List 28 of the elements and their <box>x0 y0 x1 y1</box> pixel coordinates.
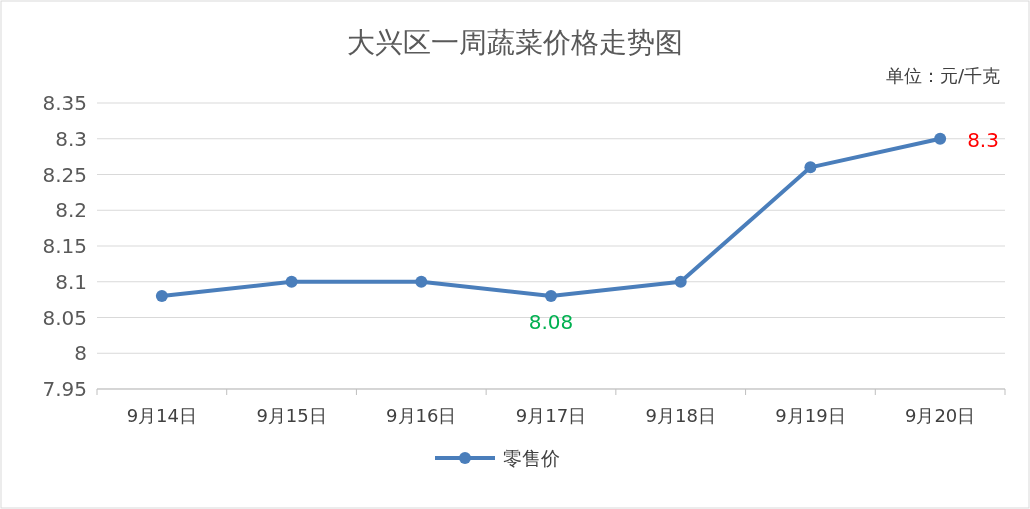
y-tick-label: 8.2 <box>55 198 87 223</box>
x-tick-label: 9月19日 <box>775 405 846 426</box>
y-tick-label: 8.25 <box>42 162 87 187</box>
y-tick-label: 8.05 <box>42 305 87 330</box>
x-tick-label: 9月16日 <box>386 405 457 426</box>
chart-subtitle: 单位：元/千克 <box>885 65 1000 86</box>
point <box>155 290 168 303</box>
legend-label: 零售价 <box>503 447 560 469</box>
x-tick-label: 9月14日 <box>126 405 198 426</box>
point <box>934 132 947 145</box>
y-tick-label: 8.1 <box>55 269 87 294</box>
y-tick-label: 8.15 <box>42 234 87 258</box>
data-label: 8.3 <box>967 127 999 152</box>
x-tick-label: 9月17日 <box>515 405 587 426</box>
data-label: 8.08 <box>528 310 574 335</box>
x-tick-label: 9月20日 <box>904 405 976 426</box>
y-tick-label: 8.3 <box>55 126 87 151</box>
point <box>415 275 428 288</box>
y-tick-label: 7.95 <box>42 377 87 401</box>
point <box>804 161 817 174</box>
point <box>285 275 298 288</box>
x-tick-label: 9月18日 <box>645 405 716 426</box>
x-tick-label: 9月15日 <box>256 405 327 426</box>
y-tick-label: 8.35 <box>42 91 87 115</box>
point <box>674 275 687 288</box>
chart-title: 大兴区一周蔬菜价格走势图 <box>347 26 683 59</box>
point <box>545 290 557 303</box>
y-tick-label: 8 <box>74 341 87 366</box>
